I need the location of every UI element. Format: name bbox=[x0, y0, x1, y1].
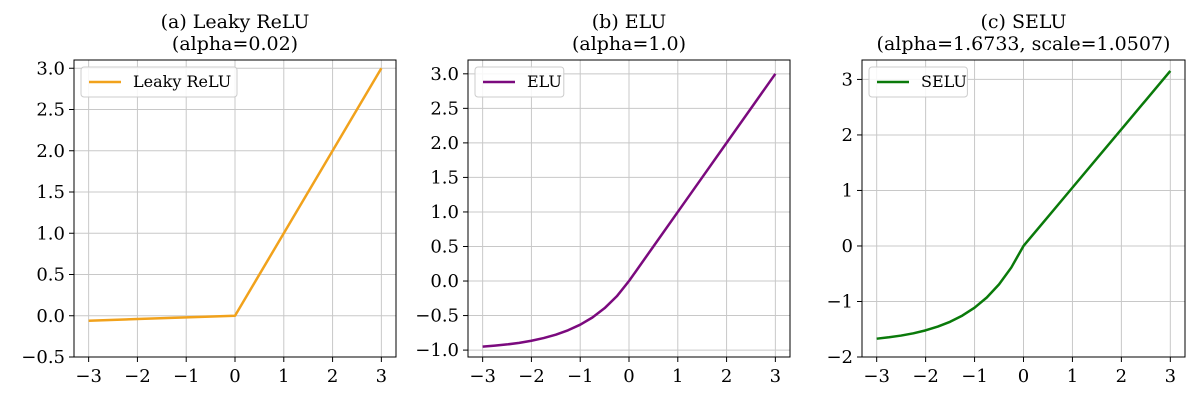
x-tick-label: 3 bbox=[1165, 366, 1176, 387]
chart-title: (b) ELU bbox=[592, 11, 667, 33]
chart-panel-1: (a) Leaky ReLU(alpha=0.02) −3 −2 −1 0 1 2 3 −0.5… bbox=[21, 11, 397, 387]
x-tick-label: 2 bbox=[327, 366, 338, 387]
y-tick-label: 1.5 bbox=[430, 167, 459, 188]
x-tick-label: −3 bbox=[863, 366, 890, 387]
y-tick-label: 2.5 bbox=[36, 100, 65, 121]
series-line-leaky-relu bbox=[88, 67, 383, 322]
chart-panel-3: (c) SELU(alpha=1.6733, scale=1.0507) −3 −2… bbox=[826, 11, 1186, 387]
chart-subtitle: (alpha=1.0) bbox=[572, 33, 686, 55]
x-tick-label: 1 bbox=[1067, 366, 1078, 387]
x-tick-label: −2 bbox=[124, 366, 151, 387]
y-tick-label: −1.0 bbox=[415, 340, 459, 361]
y-tick-label: 0.0 bbox=[430, 271, 459, 292]
x-tick-label: −1 bbox=[173, 366, 200, 387]
legend-label: Leaky ReLU bbox=[133, 72, 231, 91]
x-tick-label: −2 bbox=[912, 366, 939, 387]
x-tick-label: 2 bbox=[721, 366, 732, 387]
y-tick-label: 2.0 bbox=[430, 133, 459, 154]
chart-subtitle: (alpha=1.6733, scale=1.0507) bbox=[877, 33, 1171, 55]
x-tick-label: 3 bbox=[770, 366, 781, 387]
legend-box bbox=[474, 66, 565, 98]
y-tick-label: 3 bbox=[842, 69, 853, 90]
x-tick-label: −2 bbox=[518, 366, 545, 387]
y-tick-label: 2 bbox=[842, 125, 853, 146]
legend-label: SELU bbox=[921, 72, 967, 91]
x-tick-label: 1 bbox=[672, 366, 683, 387]
legend-box bbox=[80, 66, 238, 98]
y-tick-label: −0.5 bbox=[415, 306, 459, 327]
x-tick-label: −3 bbox=[75, 366, 102, 387]
chart-panel-2: (b) ELU(alpha=1.0) −3 −2 −1 0 1 2 3 −1.0 −0.5 0.0 0… bbox=[415, 11, 791, 387]
y-tick-label: 1.0 bbox=[36, 223, 65, 244]
y-tick-label: 2.0 bbox=[36, 141, 65, 162]
series-line-selu bbox=[876, 70, 1172, 340]
chart-subtitle: (alpha=0.02) bbox=[172, 33, 298, 55]
y-tick-label: 2.5 bbox=[430, 98, 459, 119]
y-tick-label: 3.0 bbox=[36, 58, 65, 79]
y-tick-label: 0.5 bbox=[430, 236, 459, 257]
y-tick-label: 3.0 bbox=[430, 64, 459, 85]
y-tick-label: 0.5 bbox=[36, 265, 65, 286]
x-tick-label: −1 bbox=[567, 366, 594, 387]
x-tick-label: 0 bbox=[1018, 366, 1029, 387]
x-tick-label: 0 bbox=[623, 366, 634, 387]
legend-label: ELU bbox=[527, 72, 562, 91]
y-tick-label: 0.0 bbox=[36, 306, 65, 327]
legend-box bbox=[868, 66, 968, 98]
x-tick-label: −1 bbox=[961, 366, 988, 387]
y-tick-label: 1.0 bbox=[430, 202, 459, 223]
y-tick-label: 0 bbox=[842, 236, 853, 257]
y-tick-label: −0.5 bbox=[21, 347, 65, 368]
x-tick-label: 2 bbox=[1116, 366, 1127, 387]
y-tick-label: 1.5 bbox=[36, 182, 65, 203]
series-line-elu bbox=[482, 73, 777, 348]
y-tick-label: 1 bbox=[842, 180, 853, 201]
x-tick-label: −3 bbox=[469, 366, 496, 387]
x-tick-label: 0 bbox=[229, 366, 240, 387]
y-tick-label: −1 bbox=[826, 291, 853, 312]
x-tick-label: 1 bbox=[278, 366, 289, 387]
chart-title: (a) Leaky ReLU bbox=[161, 11, 310, 33]
x-tick-label: 3 bbox=[376, 366, 387, 387]
y-tick-label: −2 bbox=[826, 347, 853, 368]
chart-title: (c) SELU bbox=[981, 11, 1067, 33]
